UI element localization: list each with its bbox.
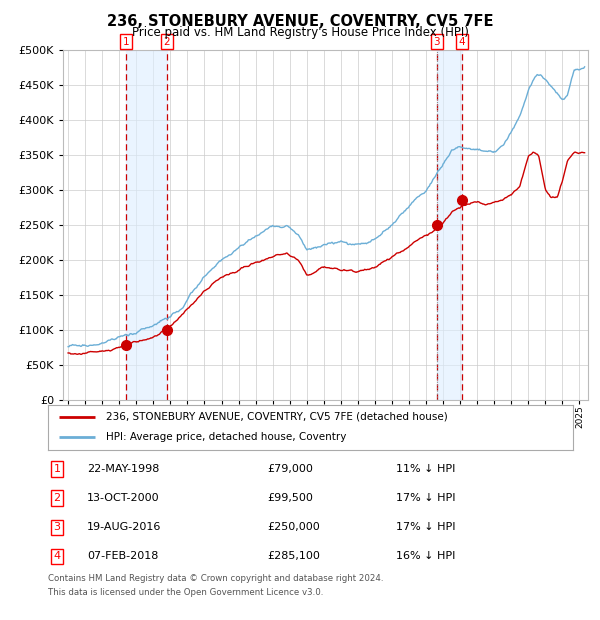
Text: 236, STONEBURY AVENUE, COVENTRY, CV5 7FE: 236, STONEBURY AVENUE, COVENTRY, CV5 7FE xyxy=(107,14,493,29)
Text: £285,100: £285,100 xyxy=(267,551,320,562)
Text: 07-FEB-2018: 07-FEB-2018 xyxy=(87,551,158,562)
Text: 3: 3 xyxy=(433,37,440,47)
Text: 1: 1 xyxy=(53,464,61,474)
Text: 2: 2 xyxy=(53,493,61,503)
Text: 4: 4 xyxy=(53,551,61,562)
Text: 2: 2 xyxy=(163,37,170,47)
Text: Price paid vs. HM Land Registry's House Price Index (HPI): Price paid vs. HM Land Registry's House … xyxy=(131,26,469,39)
Text: 22-MAY-1998: 22-MAY-1998 xyxy=(87,464,160,474)
Text: £79,000: £79,000 xyxy=(267,464,313,474)
Text: This data is licensed under the Open Government Licence v3.0.: This data is licensed under the Open Gov… xyxy=(48,588,323,597)
Text: 11% ↓ HPI: 11% ↓ HPI xyxy=(396,464,455,474)
Text: 16% ↓ HPI: 16% ↓ HPI xyxy=(396,551,455,562)
Text: 1: 1 xyxy=(122,37,129,47)
Text: 4: 4 xyxy=(458,37,465,47)
Text: 236, STONEBURY AVENUE, COVENTRY, CV5 7FE (detached house): 236, STONEBURY AVENUE, COVENTRY, CV5 7FE… xyxy=(106,412,448,422)
Text: HPI: Average price, detached house, Coventry: HPI: Average price, detached house, Cove… xyxy=(106,432,346,443)
Text: 3: 3 xyxy=(53,522,61,533)
Text: £99,500: £99,500 xyxy=(267,493,313,503)
Text: 13-OCT-2000: 13-OCT-2000 xyxy=(87,493,160,503)
Text: 17% ↓ HPI: 17% ↓ HPI xyxy=(396,522,455,533)
Bar xyxy=(126,50,167,400)
Bar xyxy=(437,50,462,400)
Text: 19-AUG-2016: 19-AUG-2016 xyxy=(87,522,161,533)
Text: Contains HM Land Registry data © Crown copyright and database right 2024.: Contains HM Land Registry data © Crown c… xyxy=(48,574,383,583)
Text: £250,000: £250,000 xyxy=(267,522,320,533)
Text: 17% ↓ HPI: 17% ↓ HPI xyxy=(396,493,455,503)
